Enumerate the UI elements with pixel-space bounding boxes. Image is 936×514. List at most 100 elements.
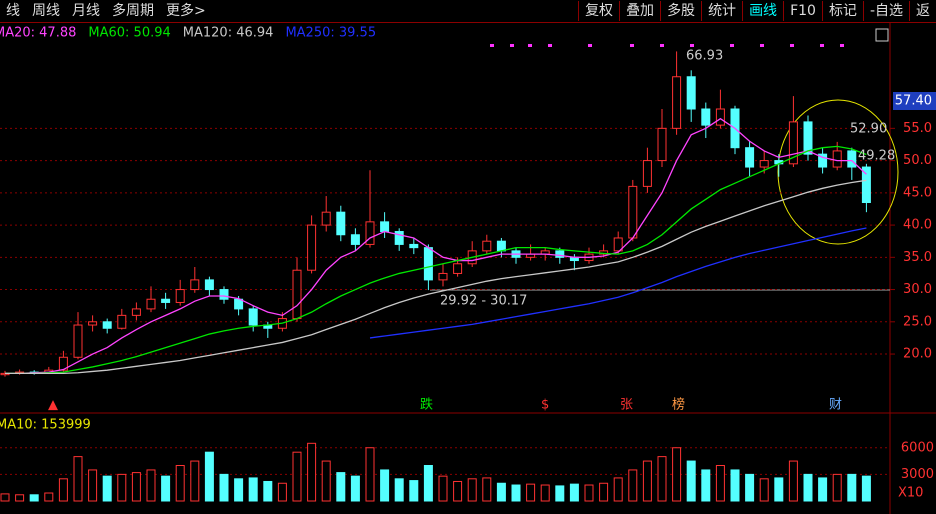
toolbar-button[interactable]: F10: [783, 1, 822, 21]
window-icon[interactable]: [875, 28, 889, 42]
price-tag: [893, 92, 936, 110]
volume-bar: [263, 480, 273, 502]
toolbar-button[interactable]: 标记: [821, 1, 863, 21]
volume-bar: [146, 469, 156, 502]
volume-bar: [29, 494, 39, 502]
candle-body: [818, 153, 828, 168]
candle-body: [365, 221, 375, 245]
candle-body: [380, 221, 390, 233]
y-tick-label: 6000: [901, 440, 934, 455]
toolbar-button[interactable]: 统计: [701, 1, 743, 21]
volume-bar: [350, 475, 360, 502]
volume-bar: [219, 473, 229, 502]
annotation: 57.40: [895, 94, 932, 109]
candle-body: [73, 324, 83, 358]
toolbar-button[interactable]: 月线: [72, 3, 100, 19]
toolbar-button[interactable]: 返: [909, 1, 936, 21]
candle-body: [336, 211, 346, 236]
candle-body: [496, 240, 506, 252]
candle-body: [423, 247, 433, 281]
volume-bar: [248, 477, 258, 502]
volume-bar: [131, 472, 141, 502]
volume-bar: [686, 460, 696, 502]
volume-bar: [803, 473, 813, 502]
toolbar-button[interactable]: 复权: [578, 1, 620, 21]
ma-line: [5, 145, 867, 375]
toolbar-button[interactable]: 周线: [32, 3, 60, 19]
toolbar-button[interactable]: -自选: [862, 1, 909, 21]
candle-body: [88, 321, 98, 326]
volume-bar: [526, 483, 536, 502]
toolbar-button[interactable]: 多周期: [112, 3, 154, 19]
candle-body: [715, 108, 725, 126]
y-tick-label: 50.0: [903, 153, 932, 168]
volume-bar: [788, 460, 798, 502]
volume-bar: [496, 482, 506, 502]
event-marker: 跌: [420, 397, 433, 413]
volume-bar: [628, 469, 638, 502]
volume-bar: [321, 460, 331, 502]
annotation: 66.93: [686, 49, 723, 64]
annotation: 49.28: [858, 149, 895, 164]
event-marker: $: [541, 398, 549, 413]
volume-bar: [365, 447, 375, 502]
volume-bar: [657, 456, 667, 502]
candle-body: [861, 166, 871, 204]
highlight-circle: [777, 99, 899, 245]
toolbar-button[interactable]: 线: [6, 3, 20, 19]
legend-entry: MA250: 39.55: [285, 26, 376, 41]
candle-body: [453, 263, 463, 274]
annotation: 52.90: [850, 122, 887, 137]
volume-bar: [818, 477, 828, 502]
volume-bar: [394, 478, 404, 502]
candle-body: [394, 231, 404, 245]
candle-body: [803, 121, 813, 155]
y-tick-label: 20.0: [903, 347, 932, 362]
volume-bar: [599, 482, 609, 502]
candle-body: [613, 237, 623, 252]
candle-body: [759, 160, 769, 168]
volume-bar: [292, 451, 302, 502]
volume-bar: [715, 465, 725, 502]
y-tick-label: 45.0: [903, 185, 932, 200]
candle-body: [190, 279, 200, 291]
toolbar-button[interactable]: 多股: [660, 1, 702, 21]
legend-entry: MA20: 47.88: [0, 26, 76, 41]
volume-bar: [88, 469, 98, 502]
volume-bar: [847, 473, 857, 502]
volume-bar: [190, 460, 200, 502]
volume-bar: [277, 482, 287, 502]
volume-bar: [73, 456, 83, 502]
toolbar-right: 复权 叠加 多股 统计 画线 F10 标记 -自选返: [578, 0, 936, 22]
candle-body: [745, 147, 755, 168]
y-tick-label: 25.0: [903, 314, 932, 329]
candle-body: [146, 298, 156, 310]
candle-body: [832, 150, 842, 168]
candle-body: [482, 240, 492, 252]
candle-body: [555, 250, 565, 258]
legend-entry: MA60: 50.94: [88, 26, 170, 41]
volume-bar: [467, 478, 477, 502]
volume-bar: [307, 442, 317, 502]
candle-body: [307, 224, 317, 271]
volume-bar: [569, 483, 579, 502]
candle-body: [321, 211, 331, 226]
volume-bar: [555, 485, 565, 502]
volume-bar: [102, 475, 112, 502]
volume-bar: [861, 475, 871, 502]
volume-bar: [44, 492, 54, 502]
candle-body: [234, 298, 244, 310]
candle-body: [219, 289, 229, 300]
toolbar-button[interactable]: 叠加: [619, 1, 661, 21]
candle-body: [438, 272, 448, 281]
volume-bar: [0, 493, 10, 502]
volume-bar: [438, 475, 448, 502]
volume-bar: [540, 484, 550, 502]
volume-bar: [336, 472, 346, 502]
y-tick-label: 40.0: [903, 218, 932, 233]
event-marker: 榜: [672, 397, 685, 413]
candle-body: [248, 308, 258, 326]
candle-body: [642, 160, 652, 187]
toolbar-button[interactable]: 更多>: [166, 3, 206, 19]
toolbar-button[interactable]: 画线: [742, 1, 784, 21]
